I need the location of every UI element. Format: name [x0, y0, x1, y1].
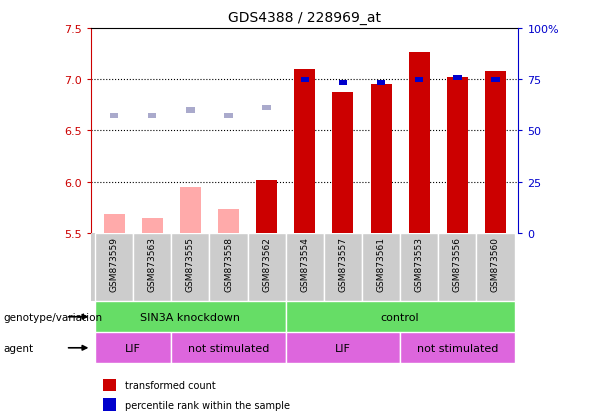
Text: GSM873561: GSM873561 [376, 237, 386, 292]
Bar [186, 108, 194, 113]
Text: GSM873555: GSM873555 [186, 237, 195, 292]
Text: transformed count: transformed count [125, 380, 216, 390]
Bar [438, 233, 477, 301]
Text: not stimulated: not stimulated [188, 343, 269, 353]
Bar [485, 72, 506, 233]
Text: not stimulated: not stimulated [416, 343, 498, 353]
Text: GSM873562: GSM873562 [262, 237, 271, 292]
Bar [409, 52, 429, 233]
Bar [171, 332, 286, 363]
Bar [142, 218, 163, 233]
Text: control: control [381, 312, 419, 322]
Bar [180, 188, 201, 233]
Bar [210, 233, 247, 301]
Text: GSM873558: GSM873558 [224, 237, 233, 292]
Text: LIF: LIF [335, 343, 351, 353]
Text: GSM873554: GSM873554 [300, 237, 309, 292]
Text: LIF: LIF [125, 343, 141, 353]
Bar [95, 301, 286, 332]
Bar [339, 81, 347, 85]
Bar [133, 233, 171, 301]
Bar [415, 78, 423, 83]
Bar [324, 233, 362, 301]
Text: GSM873556: GSM873556 [453, 237, 462, 292]
Bar [263, 106, 271, 111]
Bar [95, 233, 133, 301]
Bar [332, 92, 353, 233]
Text: GSM873559: GSM873559 [110, 237, 118, 292]
Text: genotype/variation: genotype/variation [3, 312, 102, 322]
Bar [148, 113, 157, 119]
Text: agent: agent [3, 343, 33, 353]
Bar [286, 332, 400, 363]
Bar [491, 78, 499, 83]
Bar [224, 113, 233, 119]
Bar [286, 301, 515, 332]
Bar [218, 210, 239, 233]
Bar [247, 233, 286, 301]
Text: percentile rank within the sample: percentile rank within the sample [125, 400, 290, 410]
Text: GSM873560: GSM873560 [491, 237, 500, 292]
Bar [453, 76, 462, 81]
Bar [400, 332, 515, 363]
Bar [95, 332, 171, 363]
Bar [400, 233, 438, 301]
Bar [110, 113, 118, 119]
Title: GDS4388 / 228969_at: GDS4388 / 228969_at [229, 11, 381, 25]
Bar [370, 85, 392, 233]
Bar [477, 233, 515, 301]
Text: SIN3A knockdown: SIN3A knockdown [140, 312, 240, 322]
Bar [447, 78, 468, 233]
Bar [362, 233, 400, 301]
Text: GSM873557: GSM873557 [339, 237, 348, 292]
Bar [294, 70, 315, 233]
Bar [171, 233, 210, 301]
Text: GSM873553: GSM873553 [415, 237, 423, 292]
Text: GSM873563: GSM873563 [148, 237, 157, 292]
Bar [377, 81, 385, 85]
Bar [300, 78, 309, 83]
Bar [104, 215, 125, 233]
Bar [256, 180, 277, 233]
Bar [286, 233, 324, 301]
